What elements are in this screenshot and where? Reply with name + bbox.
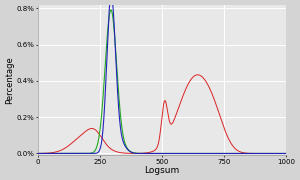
Y-axis label: Percentage: Percentage bbox=[5, 56, 14, 104]
X-axis label: Logsum: Logsum bbox=[144, 166, 180, 175]
